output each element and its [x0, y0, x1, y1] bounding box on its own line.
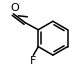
- Text: F: F: [30, 56, 36, 66]
- Text: O: O: [10, 3, 19, 13]
